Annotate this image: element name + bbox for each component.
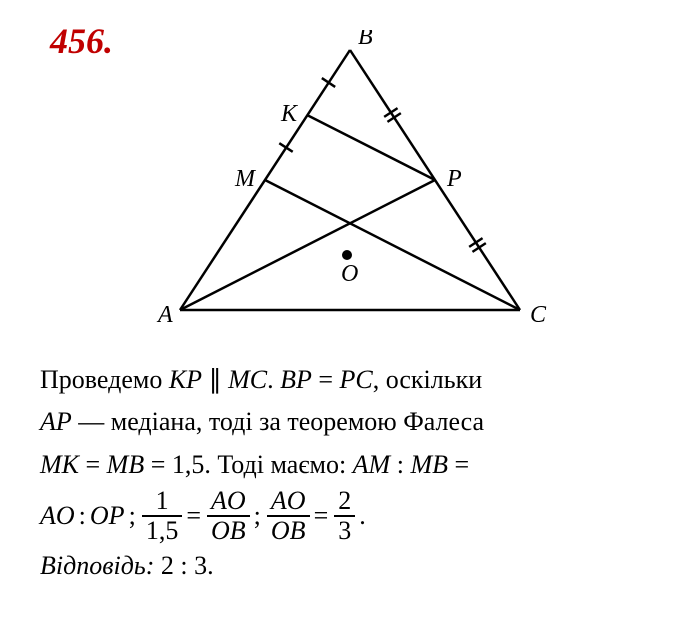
svg-text:A: A bbox=[156, 302, 173, 328]
svg-text:K: K bbox=[280, 101, 299, 127]
solution-line-2: AP — медіана, тоді за теоремою Фалеса bbox=[40, 402, 660, 442]
answer-label: Відповідь: bbox=[40, 551, 154, 580]
answer-line: Відповідь: 2 : 3. bbox=[40, 546, 660, 586]
fraction-3: AO OB bbox=[267, 487, 310, 546]
fraction-2: AO OB bbox=[207, 487, 250, 546]
svg-text:O: O bbox=[341, 261, 358, 287]
diagram-svg: A B C M K P O bbox=[140, 30, 560, 340]
svg-text:B: B bbox=[358, 30, 373, 50]
fraction-4: 2 3 bbox=[334, 487, 355, 546]
triangle-diagram: A B C M K P O bbox=[140, 30, 560, 340]
solution-text: Проведемо KP ∥ MC. BP = PC, оскільки AP … bbox=[40, 360, 660, 586]
svg-text:C: C bbox=[530, 302, 547, 328]
svg-text:M: M bbox=[234, 166, 257, 192]
answer-value: 2 : 3. bbox=[154, 551, 213, 580]
svg-text:P: P bbox=[446, 166, 462, 192]
fraction-1: 1 1,5 bbox=[142, 487, 183, 546]
solution-line-1: Проведемо KP ∥ MC. BP = PC, оскільки bbox=[40, 360, 660, 400]
solution-line-4: AO : OP; 1 1,5 = AO OB ; AO OB = 2 3 . bbox=[40, 487, 660, 546]
problem-number: 456. bbox=[50, 20, 113, 62]
solution-line-3: MK = MB = 1,5. Тоді маємо: AM : MB = bbox=[40, 445, 660, 485]
